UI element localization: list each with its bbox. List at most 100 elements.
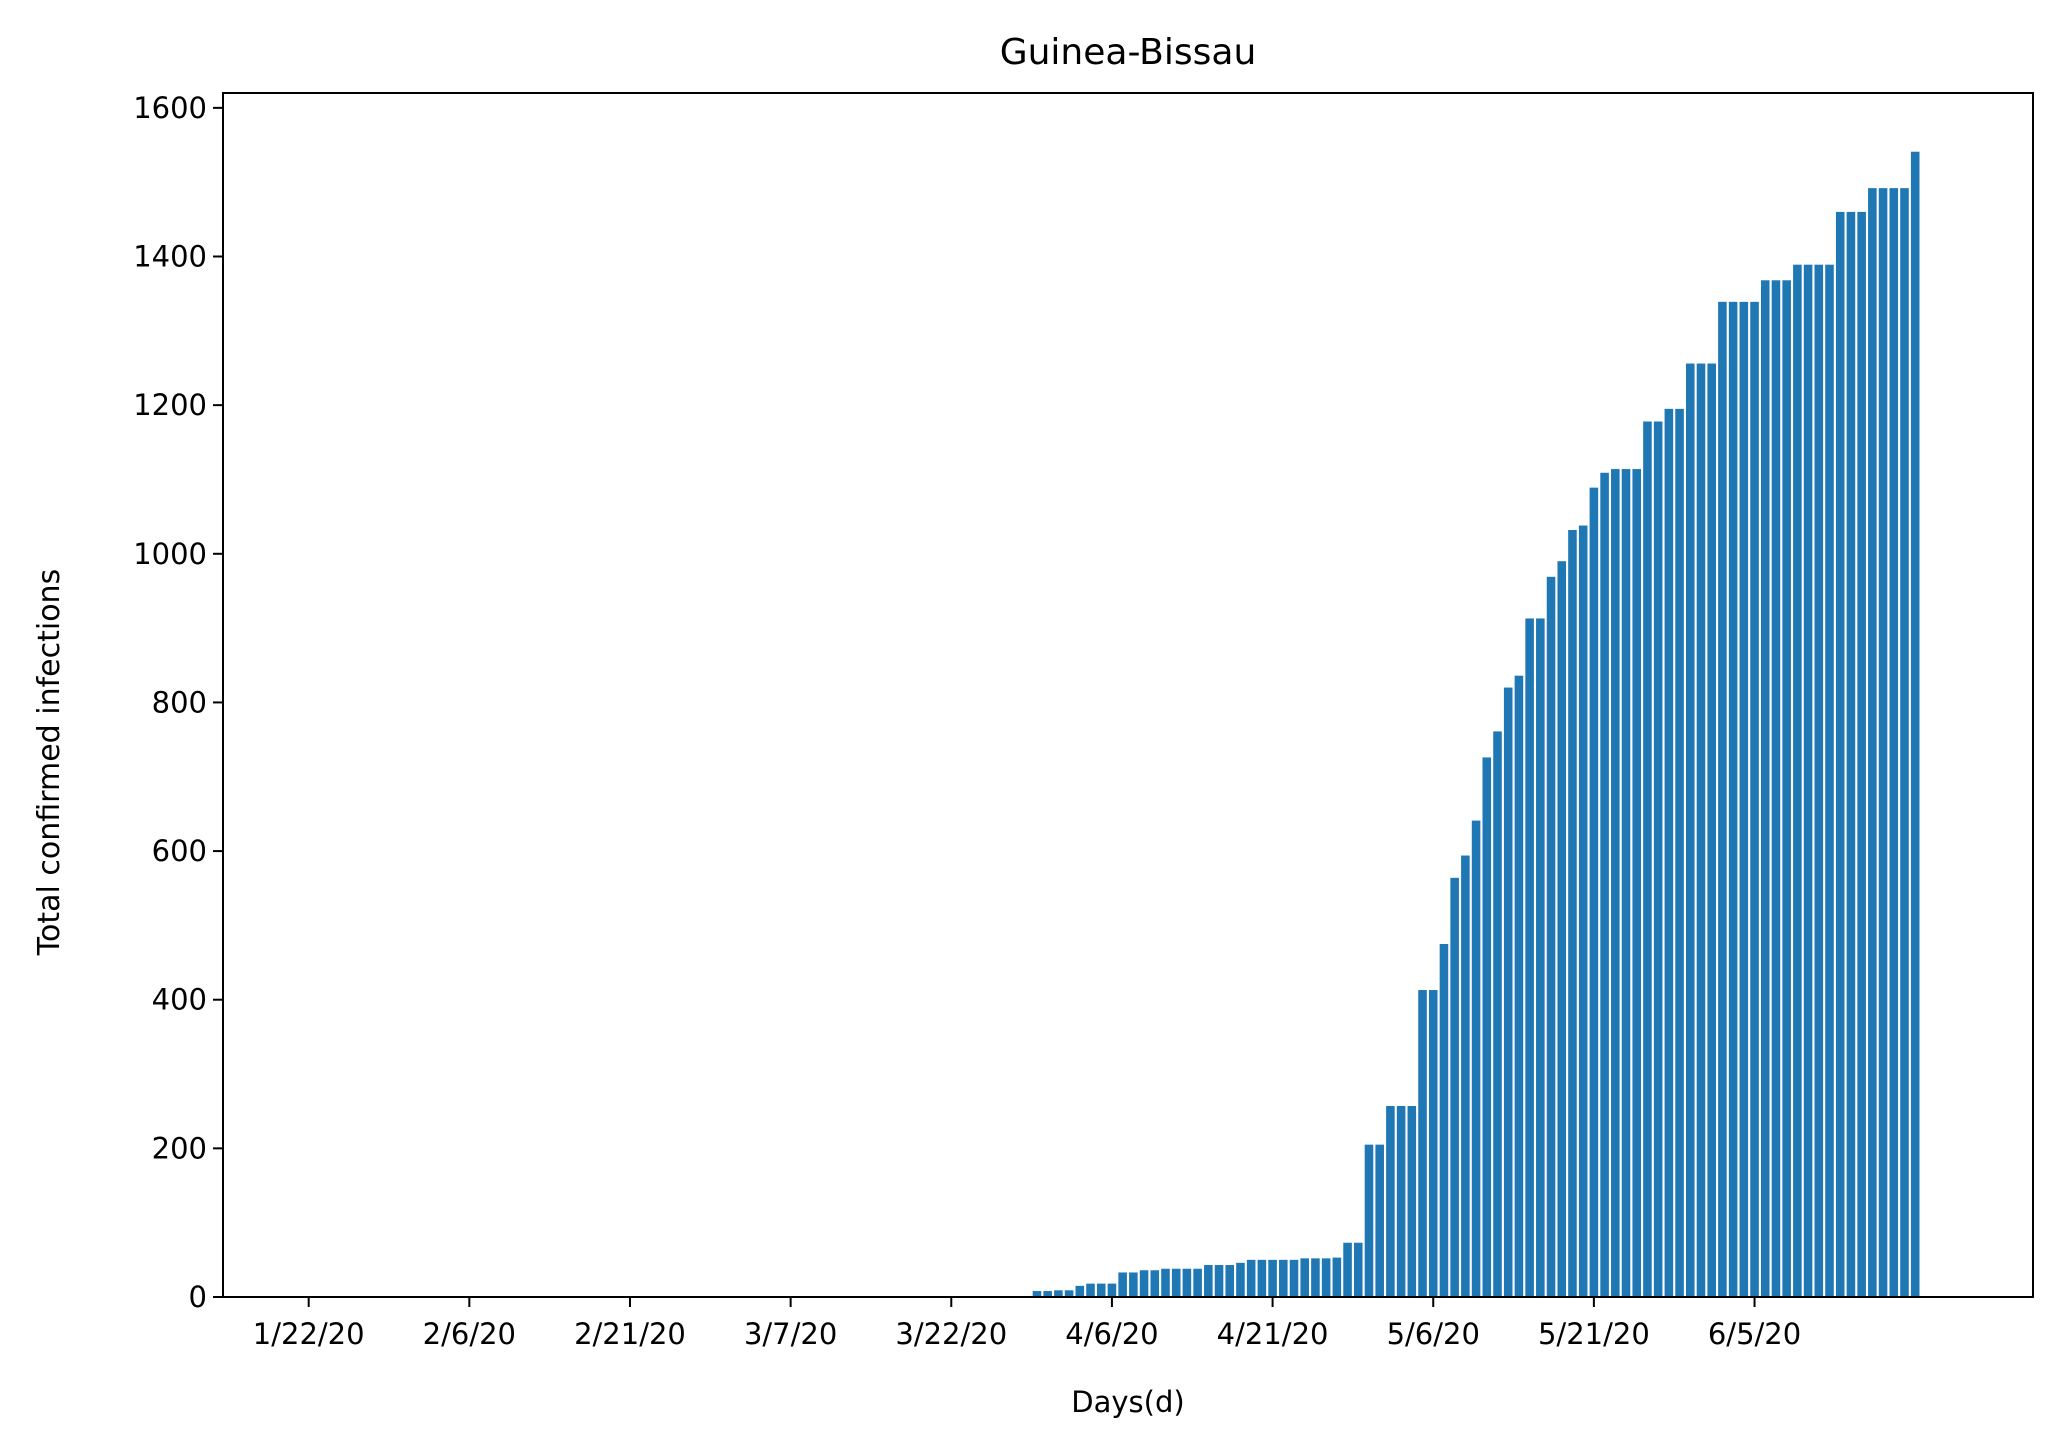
- y-axis-label: Total confirmed infections: [32, 569, 67, 956]
- bar: [1193, 1268, 1202, 1297]
- bar: [1450, 877, 1459, 1297]
- bar: [1685, 363, 1695, 1297]
- axes-layer: 0 200 400 600 800 1000 1200 1400 1600 1/22/20 2/6/…: [133, 91, 2034, 1351]
- bar: [1707, 363, 1716, 1297]
- bar: [1696, 363, 1706, 1297]
- x-tick-label: 5/6/20: [1387, 1317, 1480, 1351]
- bar: [1750, 301, 1759, 1298]
- x-tick-label: 6/5/20: [1708, 1317, 1801, 1351]
- bar: [1182, 1268, 1192, 1297]
- plot-frame: [222, 92, 2034, 1298]
- bar: [1289, 1259, 1299, 1297]
- bar: [1760, 280, 1770, 1297]
- bar: [1814, 264, 1824, 1298]
- bar: [1129, 1272, 1138, 1297]
- bar: [1536, 618, 1545, 1297]
- bar: [1161, 1268, 1170, 1297]
- bar: [1632, 469, 1642, 1297]
- y-tick-label: 0: [189, 1280, 207, 1314]
- bar: [1268, 1259, 1277, 1297]
- bar: [1086, 1283, 1095, 1297]
- bar: [1482, 757, 1492, 1297]
- bar: [1353, 1242, 1363, 1297]
- bar: [1514, 675, 1524, 1297]
- bar: [1825, 264, 1834, 1298]
- bar: [1107, 1283, 1117, 1297]
- bar: [1279, 1259, 1288, 1297]
- bar: [1578, 525, 1588, 1297]
- y-tick-label: 400: [152, 983, 207, 1017]
- x-tick-label: 5/21/20: [1538, 1317, 1650, 1351]
- bar: [1439, 943, 1449, 1297]
- bar: [1343, 1242, 1352, 1297]
- bar: [1546, 576, 1556, 1297]
- bar: [1739, 301, 1749, 1298]
- bar: [1204, 1265, 1213, 1297]
- bar: [1418, 990, 1427, 1297]
- bar: [1054, 1290, 1063, 1297]
- y-tick-label: 1000: [133, 537, 207, 571]
- bar: [1782, 280, 1791, 1297]
- bar: [1246, 1259, 1256, 1297]
- bar: [1557, 561, 1567, 1297]
- x-tick-label: 2/6/20: [423, 1317, 516, 1351]
- bar: [1718, 301, 1727, 1298]
- bar: [1857, 211, 1866, 1297]
- bar: [1096, 1283, 1106, 1297]
- bar: [1471, 820, 1481, 1297]
- chart-title: Guinea-Bissau: [1000, 32, 1257, 73]
- y-tick-label: 200: [152, 1131, 207, 1165]
- bar: [1364, 1144, 1374, 1297]
- bar: [1311, 1258, 1320, 1297]
- bar: [1611, 469, 1620, 1297]
- bar: [1653, 421, 1663, 1297]
- bar: [1889, 188, 1899, 1297]
- y-tick-label: 1200: [133, 388, 207, 422]
- x-tick-label: 3/7/20: [744, 1317, 837, 1351]
- bar: [1375, 1144, 1384, 1297]
- bar: [1846, 211, 1856, 1297]
- bar: [1910, 151, 1920, 1298]
- bar: [1171, 1268, 1181, 1297]
- bar: [1407, 1106, 1417, 1297]
- bar: [1793, 264, 1802, 1298]
- x-tick-label: 3/22/20: [895, 1317, 1007, 1351]
- bar: [1461, 855, 1470, 1297]
- bar: [1043, 1291, 1052, 1297]
- bars-layer: [1032, 151, 1920, 1298]
- y-tick-label: 600: [152, 834, 207, 868]
- y-tick-label: 800: [152, 685, 207, 719]
- bar: [1600, 472, 1609, 1297]
- bar: [1664, 408, 1674, 1297]
- x-tick-label: 4/21/20: [1217, 1317, 1329, 1351]
- bar: [1300, 1258, 1309, 1297]
- bar: [1868, 188, 1877, 1297]
- bar: [1878, 188, 1888, 1297]
- bar: [1214, 1265, 1224, 1297]
- bar: [1032, 1291, 1042, 1297]
- bar: [1332, 1257, 1342, 1297]
- bar: [1428, 990, 1438, 1297]
- x-axis-label: Days(d): [1071, 1385, 1184, 1419]
- bar: [1075, 1285, 1085, 1297]
- bar: [1675, 408, 1684, 1297]
- bar: [1835, 211, 1845, 1297]
- bar: [1150, 1270, 1160, 1297]
- bar: [1257, 1259, 1267, 1297]
- bar: [1225, 1265, 1235, 1297]
- bar: [1396, 1106, 1406, 1297]
- bar: [1568, 530, 1577, 1297]
- bar: [1321, 1258, 1331, 1297]
- bar: [1386, 1106, 1395, 1297]
- bar: [1621, 469, 1631, 1297]
- bar: [1643, 421, 1652, 1297]
- x-tick-label: 2/21/20: [574, 1317, 686, 1351]
- bar: [1064, 1290, 1074, 1297]
- bar: [1493, 731, 1502, 1297]
- bar: [1503, 687, 1513, 1297]
- y-tick-label: 1400: [133, 240, 207, 274]
- y-tick-label: 1600: [133, 91, 207, 125]
- bar: [1525, 618, 1534, 1297]
